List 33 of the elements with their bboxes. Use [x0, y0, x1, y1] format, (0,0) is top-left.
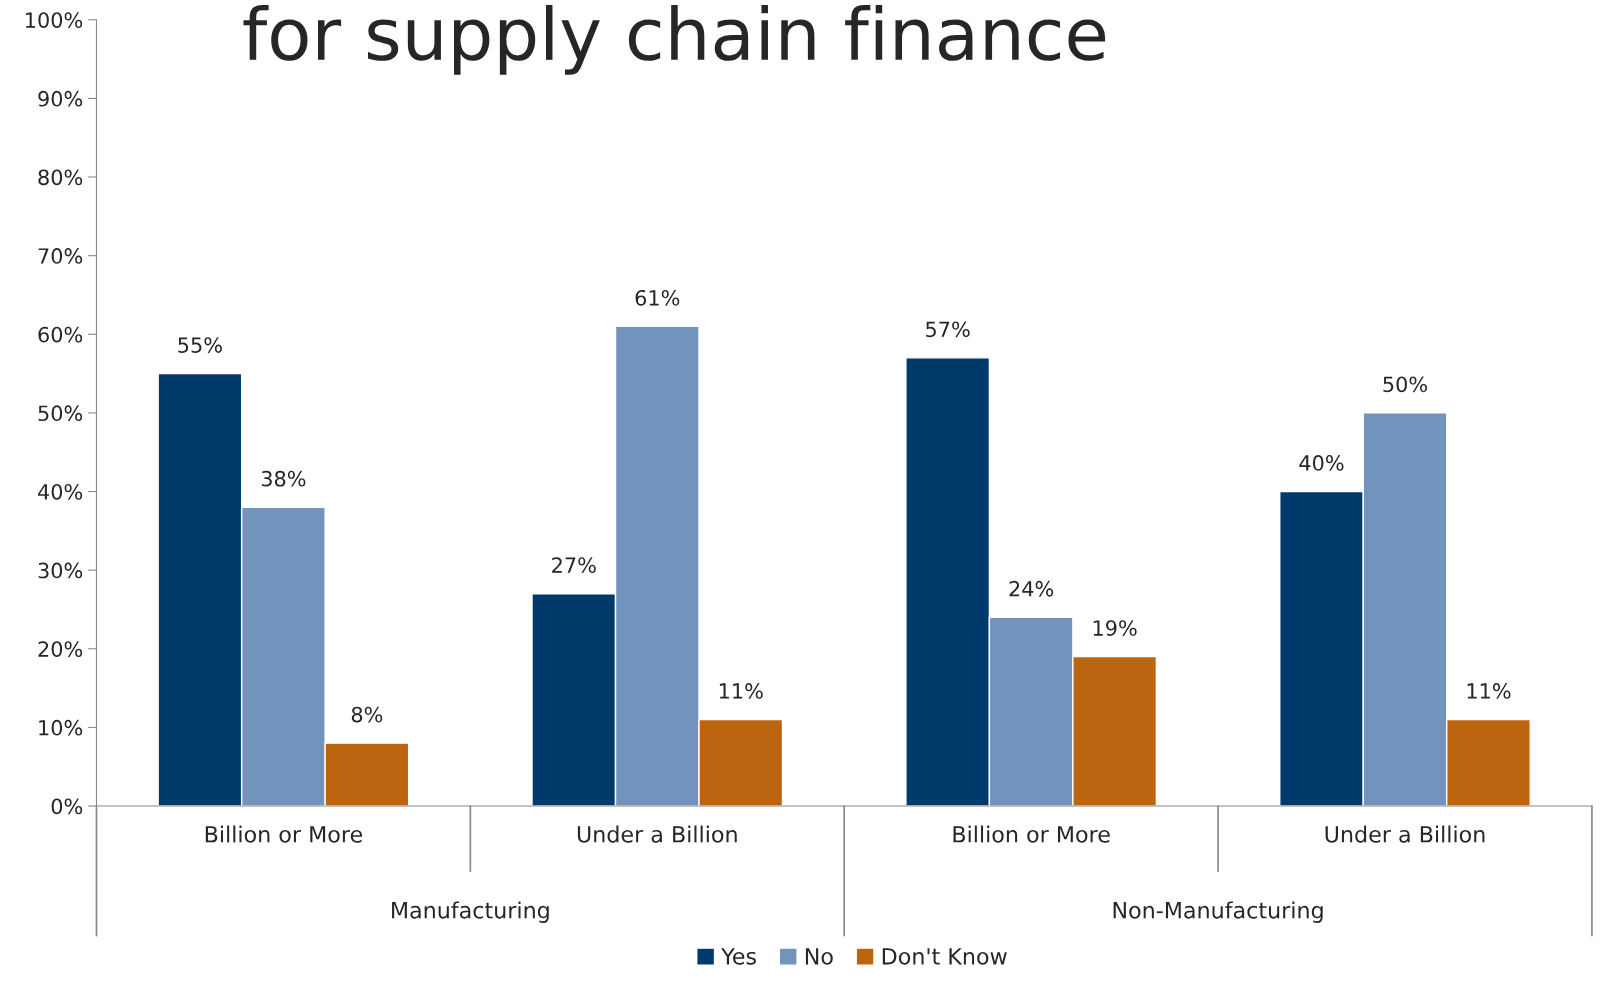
data-label: 11%: [719, 683, 763, 699]
data-label: 55%: [178, 337, 222, 353]
y-tick-label: 100%: [26, 12, 83, 28]
chart-title: for supply chain finance: [243, 4, 1106, 75]
x-tick-label: Under a Billion: [1325, 825, 1485, 843]
text: Non-Manufacturing: [1113, 901, 1323, 923]
text: Manufacturing: [392, 901, 549, 923]
legend-label: Yes: [721, 948, 756, 965]
data-label: 38%: [261, 470, 306, 487]
x-tick-label: Under a Billion: [577, 825, 737, 843]
data-label: 24%: [1009, 580, 1054, 597]
legend-label: No: [805, 948, 833, 965]
data-label: 19%: [1093, 620, 1137, 636]
y-tick-label: 30%: [38, 562, 83, 579]
data-label: 57%: [926, 321, 970, 338]
y-tick-label: 90%: [38, 90, 83, 107]
y-tick-label: 20%: [38, 641, 83, 657]
data-label: 40%: [1299, 455, 1344, 471]
y-tick-label: 60%: [38, 326, 83, 343]
data-label: 11%: [1467, 683, 1511, 699]
x-tick-label: Billion or More: [205, 825, 363, 843]
y-tick-label: 0%: [51, 798, 83, 815]
data-label: 50%: [1383, 376, 1427, 393]
y-tick-label: 80%: [38, 169, 83, 186]
y-tick-label: 10%: [39, 719, 83, 736]
legend-label: Don't Know: [882, 948, 1007, 965]
y-tick-label: 50%: [38, 405, 83, 422]
y-tick-label: 70%: [38, 248, 83, 264]
x-tick-label: Billion or More: [953, 825, 1110, 843]
y-tick-label: 40%: [38, 483, 83, 500]
data-label: 61%: [635, 289, 680, 306]
data-label: 8%: [351, 706, 383, 723]
data-label: 27%: [552, 557, 596, 574]
